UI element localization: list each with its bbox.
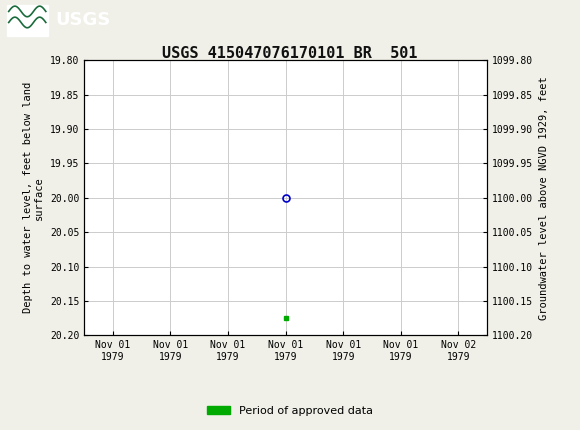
Y-axis label: Groundwater level above NGVD 1929, feet: Groundwater level above NGVD 1929, feet <box>539 76 549 319</box>
Text: USGS 415047076170101 BR  501: USGS 415047076170101 BR 501 <box>162 46 418 61</box>
Text: USGS: USGS <box>55 12 110 29</box>
Y-axis label: Depth to water level, feet below land
surface: Depth to water level, feet below land su… <box>23 82 44 313</box>
Legend: Period of approved data: Period of approved data <box>203 401 377 420</box>
FancyBboxPatch shape <box>7 5 48 36</box>
